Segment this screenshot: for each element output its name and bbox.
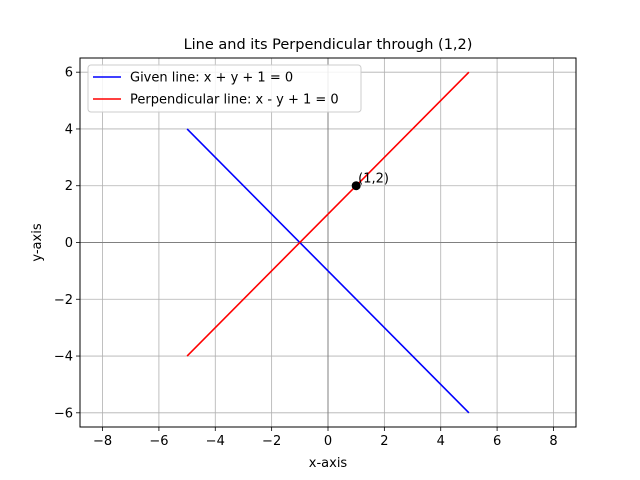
ticks: −8 −6 −4 −2 0 2 4 6 8 −6 −4 −2 0 2 4 6 [54, 66, 558, 449]
x-tick-label: 8 [549, 434, 557, 449]
point-annotation-0: (1,2) [358, 172, 389, 187]
y-tick-label: 2 [65, 179, 73, 194]
series-layer [186, 71, 470, 414]
series-line-1 [186, 71, 470, 357]
legend-entry-0: Given line: x + y + 1 = 0 [130, 71, 293, 86]
x-tick-label: −4 [206, 434, 225, 449]
x-tick-label: −2 [262, 434, 281, 449]
y-tick-label: 4 [65, 122, 73, 137]
x-tick-label: −6 [149, 434, 168, 449]
x-tick-label: 4 [437, 434, 445, 449]
legend-box [87, 64, 362, 113]
y-tick-label: 6 [65, 66, 73, 81]
y-tick-label: −2 [54, 293, 73, 308]
y-axis-label: y-axis [30, 223, 45, 261]
x-tick-label: 0 [324, 434, 332, 449]
y-tick-label: 0 [65, 236, 73, 251]
point-marker-0 [351, 181, 361, 191]
legend-entry-1: Perpendicular line: x - y + 1 = 0 [130, 93, 339, 108]
zero-lines [80, 58, 576, 427]
series-line-0 [186, 128, 470, 414]
x-axis-label: x-axis [309, 456, 348, 471]
y-tick-label: −4 [54, 350, 73, 365]
points-layer: (1,2) [351, 172, 389, 191]
y-tick-label: −6 [54, 406, 73, 421]
chart-title: Line and its Perpendicular through (1,2) [184, 37, 473, 53]
x-tick-label: 6 [493, 434, 501, 449]
legend: Given line: x + y + 1 = 0 Perpendicular l… [87, 64, 362, 113]
x-tick-label: 2 [380, 434, 388, 449]
x-tick-label: −8 [93, 434, 112, 449]
